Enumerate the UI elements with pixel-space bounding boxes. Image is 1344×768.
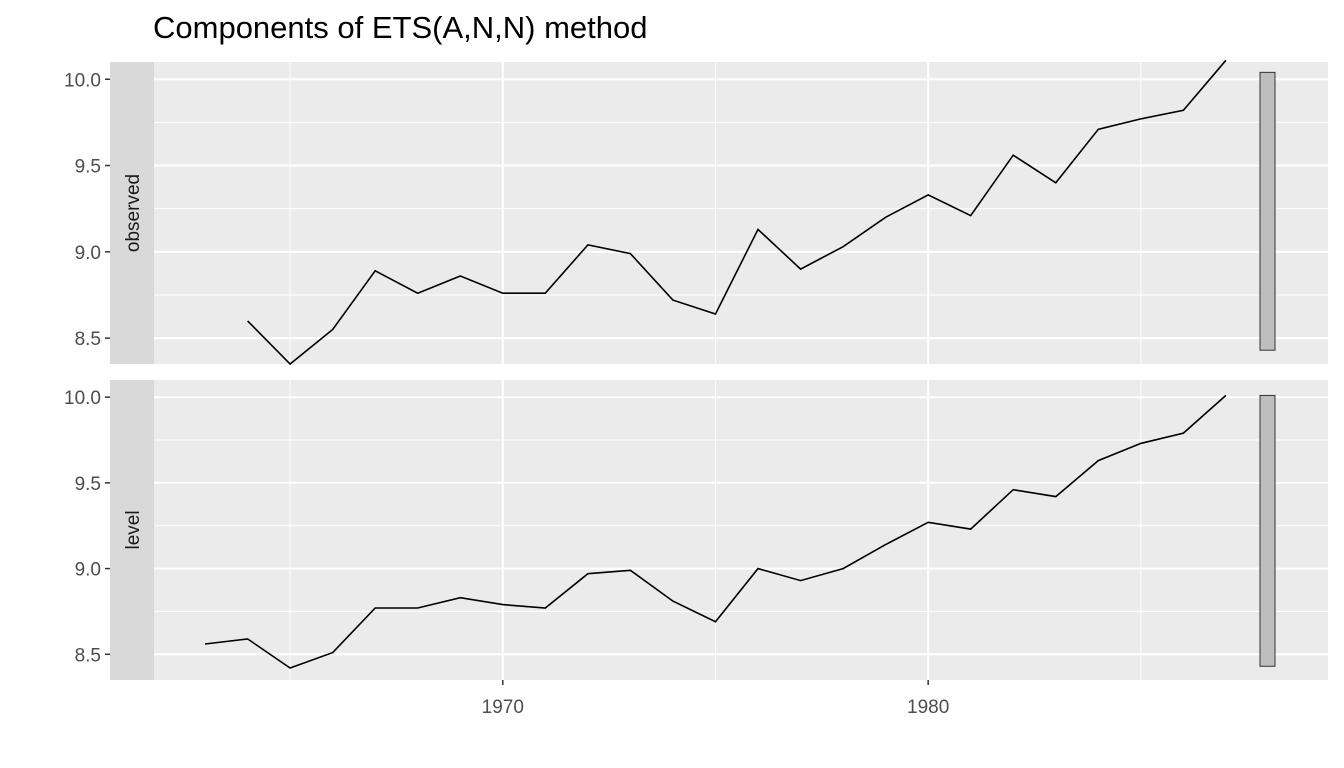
series-line-level bbox=[204, 394, 1227, 669]
series-line-observed bbox=[247, 59, 1227, 366]
scale-bar-level bbox=[1259, 394, 1276, 667]
facet-strip-level bbox=[110, 380, 154, 680]
y-tick-label: 8.5 bbox=[75, 329, 101, 350]
y-tick-label: 9.5 bbox=[75, 157, 101, 178]
y-tick-label: 9.0 bbox=[75, 243, 101, 264]
facet-strip-observed bbox=[110, 62, 154, 364]
y-tick-label: 9.5 bbox=[75, 474, 101, 495]
panel-background-level bbox=[154, 380, 1328, 680]
facet-label-observed: observed bbox=[123, 174, 144, 252]
scale-bar-observed bbox=[1259, 71, 1276, 351]
chart-title: Components of ETS(A,N,N) method bbox=[153, 10, 648, 45]
facet-label-level: level bbox=[123, 510, 144, 549]
x-tick-label: 1970 bbox=[482, 697, 524, 718]
x-tick-label: 1980 bbox=[907, 697, 949, 718]
y-tick-label: 8.5 bbox=[75, 645, 101, 666]
panel-background-observed bbox=[154, 62, 1328, 364]
y-tick-label: 10.0 bbox=[64, 388, 101, 409]
y-tick-label: 9.0 bbox=[75, 560, 101, 581]
y-tick-label: 10.0 bbox=[64, 70, 101, 91]
